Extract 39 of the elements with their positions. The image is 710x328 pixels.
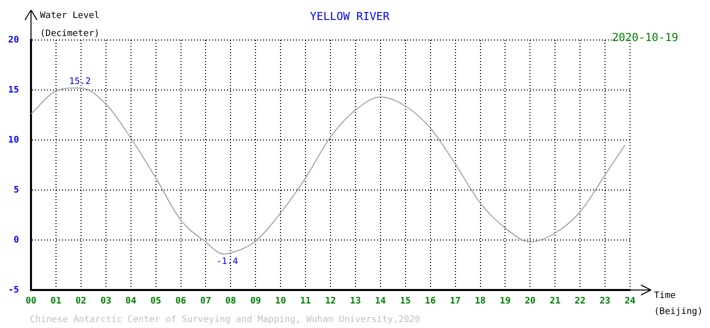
- x-tick-label: 13: [350, 296, 361, 307]
- x-tick-label: 17: [450, 296, 461, 307]
- y-tick-label: 5: [14, 185, 19, 196]
- x-tick-label: 21: [550, 296, 561, 307]
- y-tick-label: 15: [8, 85, 19, 96]
- x-tick-label: 16: [424, 296, 436, 307]
- annotation: 15.2: [69, 76, 91, 87]
- x-tick-label: 01: [50, 296, 62, 307]
- y-tick-label: -5: [8, 285, 19, 296]
- x-tick-label: 12: [325, 296, 336, 307]
- x-tick-label: 02: [75, 296, 86, 307]
- annotation: -1.4: [216, 256, 238, 267]
- y-tick-label: 10: [8, 135, 19, 146]
- y-tick-label: 20: [8, 35, 19, 46]
- line-series: [31, 88, 626, 254]
- x-tick-label: 24: [624, 296, 636, 307]
- annotation: 2020-10-19: [612, 31, 678, 44]
- x-tick-label: 10: [275, 296, 286, 307]
- x-tick-label: 18: [474, 296, 486, 307]
- x-tick-label: 19: [500, 296, 511, 307]
- x-tick-label: 05: [150, 296, 162, 307]
- x-tick-label: 15: [400, 296, 411, 307]
- x-tick-label: 09: [250, 296, 262, 307]
- text: Chinese Antarctic Center of Surveying and Mapping, Wuhan University,2020: [30, 315, 420, 325]
- x-axis-title: Time (Beijing): [654, 290, 704, 319]
- x-tick-label: 04: [125, 296, 137, 307]
- x-tick-label: 20: [524, 296, 536, 307]
- x-tick-label: 23: [600, 296, 610, 307]
- x-tick-label: 03: [100, 296, 112, 307]
- x-tick-label: 07: [200, 296, 212, 307]
- x-tick-label: 06: [175, 296, 186, 307]
- chart-title: YELLOW RIVER: [310, 10, 390, 23]
- x-tick-label: 22: [574, 296, 586, 307]
- x-tick-label: 11: [300, 296, 311, 307]
- y-tick-label: 0: [14, 235, 19, 246]
- y-axis-title: Water Level (Decimeter): [40, 10, 101, 41]
- x-tick-label: 14: [374, 296, 386, 307]
- x-tick-label: 08: [225, 296, 236, 307]
- x-tick-label: 00: [26, 296, 36, 307]
